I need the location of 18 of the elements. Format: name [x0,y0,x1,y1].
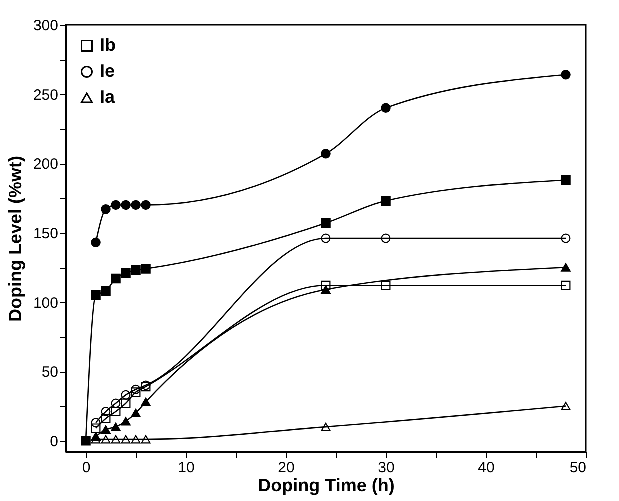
y-tick-label: 50 [42,364,58,382]
y-tick-label: 0 [50,433,58,450]
x-tick-label: 10 [178,460,195,476]
y-axis-title: Doping Level (%wt) [5,156,26,322]
x-tick-label: 30 [378,460,395,476]
y-tick-label: 250 [33,86,58,104]
legend-label: Ie [100,61,116,81]
y-tick-label: 150 [33,225,58,242]
legend-label: Ib [100,35,116,55]
x-axis-title: Doping Time (h) [258,476,395,496]
x-tick-label: 0 [82,460,91,476]
y-tick-label: 300 [33,18,58,34]
x-tick-label: 50 [570,460,586,476]
legend-label: Ia [100,87,116,107]
y-tick-label: 100 [33,294,58,312]
x-tick-label: 20 [278,460,295,476]
y-tick-label: 200 [33,156,58,174]
x-tick-label: 40 [478,460,495,476]
